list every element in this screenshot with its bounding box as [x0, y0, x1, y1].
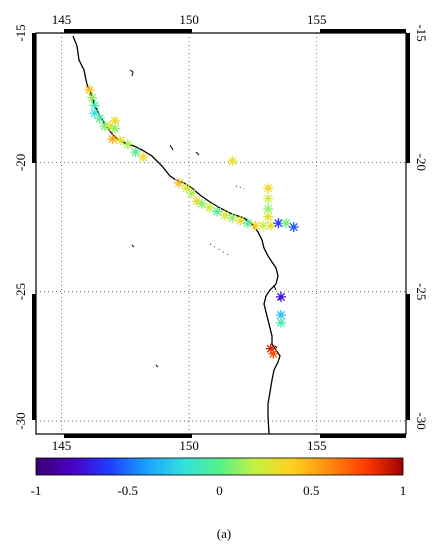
data-point-25 — [242, 218, 253, 229]
colorbar-label-3: 0.5 — [303, 483, 320, 498]
data-point-11 — [122, 139, 133, 150]
data-point-29 — [263, 183, 274, 194]
colorbar-label-2: 0 — [216, 483, 223, 498]
data-point-15 — [173, 178, 184, 189]
axis-frame-bars — [32, 29, 410, 438]
axis-tick-labels: 145 145 150 150 155 155 -15 -15 -20 -20 -25 -25 -30 -… — [13, 12, 429, 453]
data-point-38 — [275, 317, 286, 328]
colorbar-label-4: 1 — [399, 483, 407, 498]
data-point-20 — [204, 202, 215, 213]
data-point-16 — [181, 183, 192, 194]
x-tick-label-top-1: 150 — [179, 12, 199, 27]
y-tick-label-left-3: -30 — [13, 412, 28, 429]
map-plot: 145 145 150 150 155 155 -15 -15 -20 -20 -25 -25 -30 -… — [13, 12, 429, 453]
data-point-17 — [186, 188, 197, 199]
data-point-36 — [275, 291, 286, 302]
x-tick-label-bottom-0: 145 — [52, 438, 72, 453]
colorbar-label-1: -0.5 — [117, 483, 139, 498]
y-tick-label-right-2: -25 — [414, 283, 429, 300]
x-tick-label-bottom-1: 150 — [179, 438, 199, 453]
y-tick-label-left-2: -25 — [13, 283, 28, 300]
x-tick-label-top-2: 155 — [307, 12, 327, 27]
colorbar-label-0: -1 — [30, 483, 42, 498]
data-point-9 — [107, 134, 118, 145]
data-point-10 — [115, 135, 126, 146]
data-point-3 — [89, 108, 100, 119]
x-tick-label-top-0: 145 — [52, 12, 72, 27]
y-tick-label-right-1: -20 — [414, 154, 429, 171]
data-point-1 — [87, 92, 98, 103]
coastline — [72, 35, 281, 434]
data-point-22 — [219, 210, 230, 221]
x-tick-label-bottom-2: 155 — [307, 438, 327, 453]
y-tick-label-left-0: -15 — [13, 24, 28, 41]
data-point-14 — [227, 156, 238, 167]
data-point-32 — [263, 211, 274, 222]
y-tick-label-left-1: -20 — [13, 154, 28, 171]
data-point-19 — [196, 198, 207, 209]
data-point-30 — [263, 193, 274, 204]
colorbar — [35, 457, 404, 476]
data-point-21 — [212, 206, 223, 217]
data-point-0 — [84, 84, 95, 95]
data-point-23 — [227, 212, 238, 223]
data-point-24 — [235, 215, 246, 226]
data-markers — [84, 84, 299, 359]
plot-frame — [35, 32, 407, 435]
y-tick-label-right-0: -15 — [414, 24, 429, 41]
data-point-12 — [130, 147, 141, 158]
data-point-34 — [281, 218, 292, 229]
data-point-8 — [110, 123, 121, 134]
data-point-28 — [265, 220, 276, 231]
data-point-13 — [138, 152, 149, 163]
data-point-35 — [288, 222, 299, 233]
data-point-40 — [268, 348, 279, 359]
y-tick-label-right-3: -30 — [414, 412, 429, 429]
figure-caption: (a) — [216, 526, 232, 541]
data-point-4 — [94, 113, 105, 124]
